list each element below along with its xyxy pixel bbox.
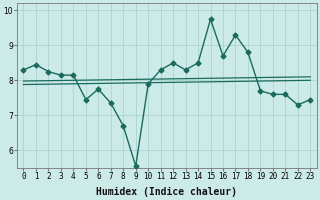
X-axis label: Humidex (Indice chaleur): Humidex (Indice chaleur) [96, 186, 237, 197]
